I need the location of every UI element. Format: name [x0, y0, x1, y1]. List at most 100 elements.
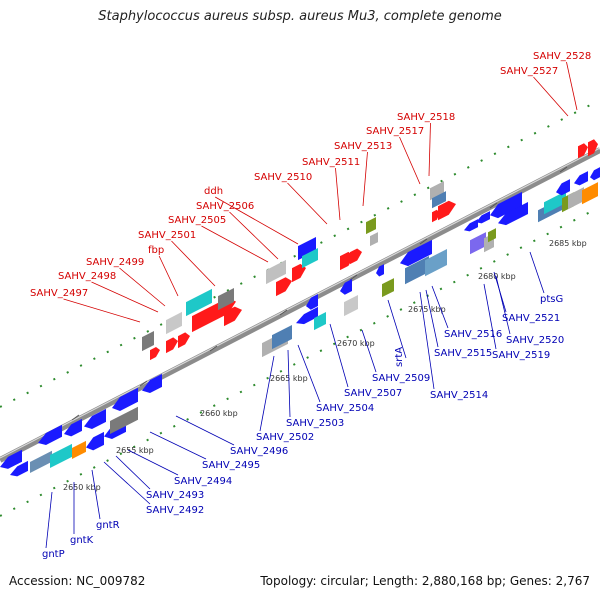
gene-label-gntr: gntR	[96, 520, 120, 531]
leader-line	[529, 251, 545, 294]
gene-block	[298, 236, 316, 261]
gene-arrow	[10, 460, 28, 477]
genome-backbone	[0, 147, 600, 463]
kbp-tick-label: 2655 kbp	[116, 446, 154, 455]
gene-block	[110, 406, 138, 435]
leader-line	[175, 415, 235, 446]
gene-label-sahv-2494: SAHV_2494	[174, 476, 232, 487]
major-tick	[419, 238, 428, 245]
gene-label-sahv-2527: SAHV_2527	[500, 66, 558, 77]
gene-block	[72, 440, 86, 460]
gene-label-sahv-2498: SAHV_2498	[58, 271, 116, 282]
gene-arrow	[306, 294, 318, 310]
major-tick	[139, 380, 148, 387]
leader-line	[297, 344, 321, 403]
gene-label-sahv-2502: SAHV_2502	[256, 432, 314, 443]
gene-block	[218, 287, 234, 311]
leader-line	[483, 283, 497, 350]
gene-block	[166, 311, 182, 335]
gene-label-sahv-2496: SAHV_2496	[230, 446, 288, 457]
leader-line	[287, 182, 328, 225]
gene-arrow	[476, 211, 490, 224]
gene-label-sahv-2515: SAHV_2515	[434, 348, 492, 359]
gene-arrow	[464, 219, 478, 232]
gene-label-sahv-2504: SAHV_2504	[316, 403, 374, 414]
gene-label-sahv-2511: SAHV_2511	[302, 157, 360, 168]
gene-arrow	[38, 424, 62, 445]
gene-block	[30, 450, 52, 474]
leader-line	[431, 285, 449, 329]
gene-arrow	[296, 306, 318, 325]
gene-label-sahv-2497: SAHV_2497	[30, 288, 88, 299]
gene-arrow	[64, 418, 82, 437]
gene-block	[272, 324, 292, 350]
gene-block	[582, 182, 598, 205]
gene-arrow	[292, 263, 306, 283]
kbp-tick-label: 2650 kbp	[63, 483, 101, 492]
gene-label-sahv-2521: SAHV_2521	[502, 313, 560, 324]
gene-label-sahv-2506: SAHV_2506	[196, 201, 254, 212]
gene-features	[0, 139, 600, 477]
gene-block	[266, 259, 286, 285]
gene-block	[405, 255, 429, 285]
leader-line	[103, 461, 151, 505]
gene-block	[432, 191, 446, 209]
leader-line	[419, 291, 435, 390]
genome-title: Staphylococcus aureus subsp. aureus Mu3,…	[98, 9, 502, 24]
gene-label-srta: srtA	[394, 347, 405, 367]
major-tick	[71, 414, 80, 421]
gene-arrow	[178, 332, 190, 349]
leader-line	[533, 76, 569, 117]
major-tick	[279, 309, 288, 316]
gene-arrow	[490, 191, 522, 219]
leader-line	[259, 355, 275, 432]
gene-label-sahv-2507: SAHV_2507	[344, 388, 402, 399]
gene-block	[568, 187, 584, 210]
kbp-tick-label: 2670 kbp	[337, 339, 375, 348]
major-tick	[489, 202, 498, 209]
gene-arrow	[556, 179, 570, 196]
gene-block	[382, 278, 394, 298]
leader-line	[201, 225, 269, 263]
leader-line	[158, 255, 179, 297]
gene-block	[544, 191, 566, 215]
major-tick	[349, 274, 358, 281]
gene-arrow	[276, 277, 292, 297]
gene-block	[370, 232, 378, 247]
leader-line	[361, 329, 377, 373]
major-ticks	[71, 166, 568, 421]
gene-block	[314, 312, 326, 331]
gene-label-sahv-2505: SAHV_2505	[168, 215, 226, 226]
leader-line	[287, 349, 291, 418]
gene-label-ddh: ddh	[204, 186, 223, 197]
accession-text: Accession: NC_009782	[9, 574, 146, 588]
gene-label-sahv-2503: SAHV_2503	[286, 418, 344, 429]
gene-block	[425, 248, 447, 277]
leader-line	[428, 122, 431, 177]
gene-arrow	[224, 306, 242, 327]
leader-line	[335, 167, 341, 221]
gene-label-sahv-2509: SAHV_2509	[372, 373, 430, 384]
leader-line	[566, 61, 578, 111]
gene-label-gntp: gntP	[42, 549, 65, 560]
gene-arrow	[574, 171, 588, 186]
leader-line	[91, 469, 101, 520]
major-tick	[559, 166, 568, 173]
gene-block	[50, 443, 72, 469]
gene-label-sahv-2492: SAHV_2492	[146, 505, 204, 516]
gene-arrow	[142, 373, 162, 393]
gene-arrow	[0, 449, 22, 469]
gene-arrow	[112, 387, 138, 411]
gene-block	[302, 247, 318, 269]
leader-line	[214, 196, 299, 245]
genome-summary-text: Topology: circular; Length: 2,880,168 bp…	[260, 574, 590, 588]
leader-line	[115, 455, 151, 490]
gene-arrow	[340, 279, 352, 295]
gene-label-sahv-2499: SAHV_2499	[86, 257, 144, 268]
leader-line	[387, 299, 407, 359]
gene-arrow	[400, 239, 432, 267]
leader-line	[399, 136, 421, 185]
